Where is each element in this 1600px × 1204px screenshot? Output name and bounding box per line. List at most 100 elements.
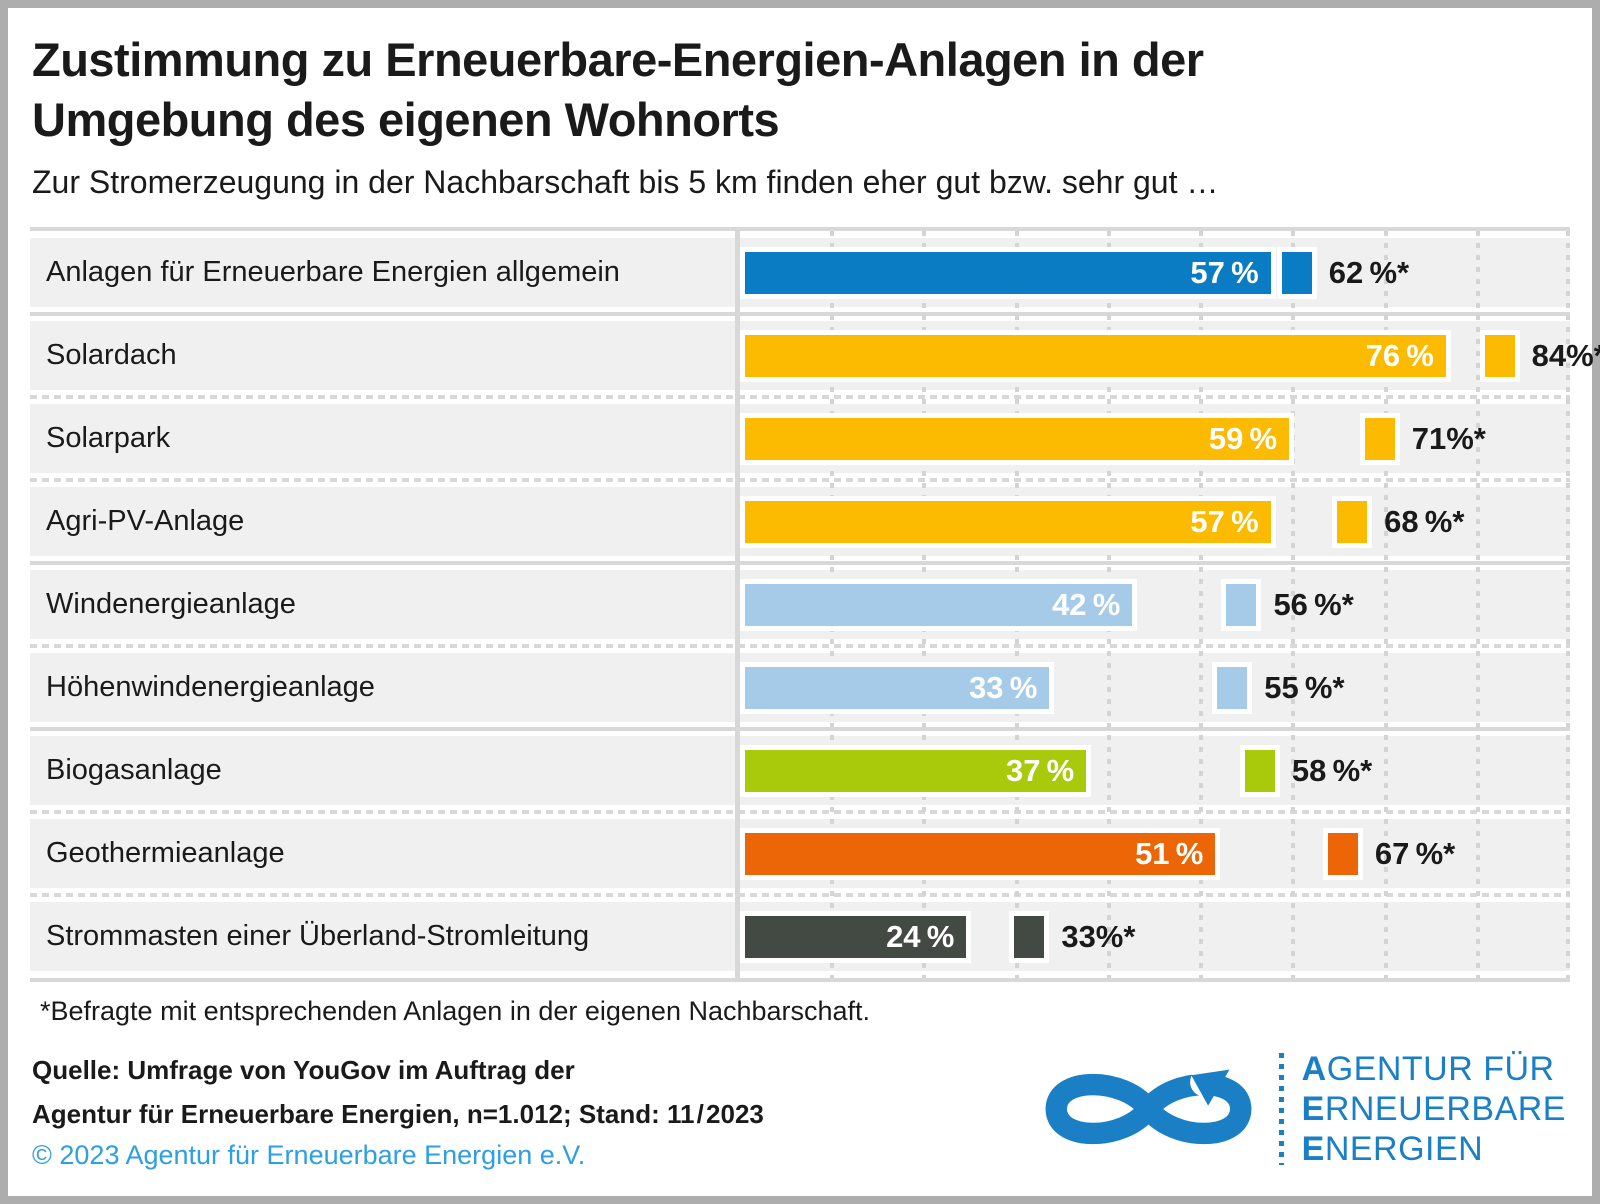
marker-neighbors bbox=[1332, 495, 1373, 548]
column-divider bbox=[735, 563, 740, 646]
title-line-1: Zustimmung zu Erneuerbare-Energien-Anlag… bbox=[32, 33, 1204, 86]
row-label: Höhenwindenergieanlage bbox=[46, 671, 375, 703]
row-label-cell: Biogasanlage bbox=[30, 736, 735, 805]
row-label-cell: Windenergieanlage bbox=[30, 570, 735, 639]
logo-dotted-divider bbox=[1278, 1053, 1284, 1165]
chart-row: Solarpark 59 % 71%* bbox=[30, 395, 1570, 480]
marker-value-label: 62 %* bbox=[1328, 254, 1410, 290]
column-divider bbox=[735, 397, 740, 480]
chart-row: Höhenwindenergieanlage 33 % 55 %* bbox=[30, 644, 1570, 729]
bar-value-label: 57 % bbox=[1190, 254, 1259, 290]
row-separator bbox=[30, 644, 1570, 648]
row-plot-cell: 37 % 58 %* bbox=[740, 736, 1570, 805]
logo-line-3: ENERGIEN bbox=[1301, 1130, 1484, 1168]
marker-neighbors bbox=[1212, 661, 1253, 714]
marker-value-label: 55 %* bbox=[1264, 669, 1345, 705]
marker-value-label: 56 %* bbox=[1273, 586, 1354, 622]
marker-neighbors bbox=[1322, 827, 1363, 880]
row-separator bbox=[30, 478, 1570, 482]
source-line-1: Quelle: Umfrage von YouGov im Auftrag de… bbox=[32, 1054, 575, 1085]
bar-value-label: 51 % bbox=[1135, 835, 1204, 871]
copyright: © 2023 Agentur für Erneuerbare Energien … bbox=[32, 1139, 586, 1170]
marker-neighbors bbox=[1479, 329, 1520, 382]
row-label: Geothermieanlage bbox=[46, 837, 285, 869]
bar-all-respondents: 51 % bbox=[740, 827, 1221, 880]
source-line-2: Agentur für Erneuerbare Energien, n=1.01… bbox=[32, 1098, 764, 1129]
footer: Quelle: Umfrage von YouGov im Auftrag de… bbox=[32, 1047, 1568, 1171]
marker-value-label: 68 %* bbox=[1384, 503, 1465, 539]
header: Zustimmung zu Erneuerbare-Energien-Anlag… bbox=[8, 8, 1592, 201]
row-label-cell: Strommasten einer Überland-Stromleitung bbox=[30, 902, 735, 971]
column-divider bbox=[735, 895, 740, 978]
row-label: Solardach bbox=[46, 339, 177, 371]
row-separator bbox=[30, 312, 1570, 316]
marker-neighbors bbox=[1009, 910, 1050, 963]
marker-value-label: 67 %* bbox=[1374, 835, 1456, 871]
chart-row: Agri-PV-Anlage 57 % 68 %* bbox=[30, 478, 1570, 563]
logo-line-1: AGENTUR FÜR bbox=[1301, 1050, 1555, 1088]
row-label: Solarpark bbox=[46, 422, 171, 454]
page-title: Zustimmung zu Erneuerbare-Energien-Anlag… bbox=[32, 30, 1568, 150]
column-divider bbox=[735, 729, 740, 812]
row-label-cell: Agri-PV-Anlage bbox=[30, 487, 735, 556]
bar-all-respondents: 33 % bbox=[740, 661, 1055, 714]
column-divider bbox=[735, 480, 740, 563]
bar-all-respondents: 37 % bbox=[740, 744, 1092, 797]
row-plot-cell: 76 % 84%* bbox=[740, 321, 1600, 390]
row-label: Windenergieanlage bbox=[46, 588, 296, 620]
footnote: *Befragte mit entsprechenden Anlagen in … bbox=[40, 996, 871, 1026]
marker-value-label: 71%* bbox=[1411, 420, 1486, 456]
row-separator bbox=[30, 395, 1570, 399]
row-label: Biogasanlage bbox=[46, 754, 222, 786]
row-plot-cell: 33 % 55 %* bbox=[740, 653, 1570, 722]
row-plot-cell: 42 % 56 %* bbox=[740, 570, 1570, 639]
row-label-cell: Anlagen für Erneuerbare Energien allgeme… bbox=[30, 238, 735, 307]
bar-value-label: 57 % bbox=[1190, 503, 1259, 539]
column-divider bbox=[735, 812, 740, 895]
chart-row: Geothermieanlage 51 % 67 %* bbox=[30, 810, 1570, 895]
row-label-cell: Höhenwindenergieanlage bbox=[30, 653, 735, 722]
marker-value-label: 58 %* bbox=[1291, 752, 1373, 788]
row-label-cell: Geothermieanlage bbox=[30, 819, 735, 888]
subtitle: Zur Stromerzeugung in der Nachbarschaft … bbox=[32, 164, 1219, 200]
row-plot-cell: 57 % 68 %* bbox=[740, 487, 1570, 556]
logo-wordmark: AGENTUR FÜR ERNEUERBARE ENERGIEN bbox=[1302, 1049, 1566, 1169]
infinity-arrow-icon bbox=[1045, 1067, 1252, 1145]
column-divider bbox=[735, 231, 740, 314]
chart-row: Solardach 76 % 84%* bbox=[30, 312, 1600, 397]
logo-line-2: ERNEUERBARE bbox=[1301, 1090, 1566, 1128]
bar-value-label: 59 % bbox=[1208, 420, 1278, 456]
title-line-2: Umgebung des eigenen Wohnorts bbox=[32, 93, 780, 146]
marker-neighbors bbox=[1276, 246, 1317, 299]
chart-row: Biogasanlage 37 % 58 %* bbox=[30, 727, 1570, 812]
bar-chart: Anlagen für Erneuerbare Energien allgeme… bbox=[30, 227, 1600, 982]
bar-value-label: 33 % bbox=[969, 669, 1038, 705]
marker-neighbors bbox=[1221, 578, 1262, 631]
bar-value-label: 37 % bbox=[1005, 752, 1075, 788]
chart-row: Windenergieanlage 42 % 56 %* bbox=[30, 561, 1570, 646]
row-separator bbox=[30, 561, 1570, 565]
row-label: Anlagen für Erneuerbare Energien allgeme… bbox=[46, 256, 620, 288]
marker-value-label: 33%* bbox=[1061, 918, 1136, 954]
bar-all-respondents: 57 % bbox=[740, 246, 1276, 299]
marker-neighbors bbox=[1239, 744, 1280, 797]
row-plot-cell: 59 % 71%* bbox=[740, 404, 1570, 473]
row-plot-cell: 51 % 67 %* bbox=[740, 819, 1570, 888]
bar-value-label: 42 % bbox=[1052, 586, 1121, 622]
source-block: Quelle: Umfrage von YouGov im Auftrag de… bbox=[32, 1048, 764, 1171]
row-plot-cell: 57 % 62 %* bbox=[740, 238, 1570, 307]
bar-all-respondents: 59 % bbox=[740, 412, 1295, 465]
bar-all-respondents: 76 % bbox=[740, 329, 1451, 382]
row-label: Strommasten einer Überland-Stromleitung bbox=[46, 920, 590, 952]
chart-row: Strommasten einer Überland-Stromleitung … bbox=[30, 893, 1570, 978]
row-label-cell: Solardach bbox=[30, 321, 735, 390]
row-label: Agri-PV-Anlage bbox=[46, 505, 245, 537]
row-label-cell: Solarpark bbox=[30, 404, 735, 473]
row-separator bbox=[30, 727, 1570, 731]
row-separator bbox=[30, 893, 1570, 897]
chart-rows: Anlagen für Erneuerbare Energien allgeme… bbox=[30, 231, 1600, 978]
aee-logo: AGENTUR FÜR ERNEUERBARE ENERGIEN bbox=[1036, 1047, 1566, 1171]
bar-value-label: 76 % bbox=[1365, 337, 1434, 373]
bar-all-respondents: 42 % bbox=[740, 578, 1138, 631]
